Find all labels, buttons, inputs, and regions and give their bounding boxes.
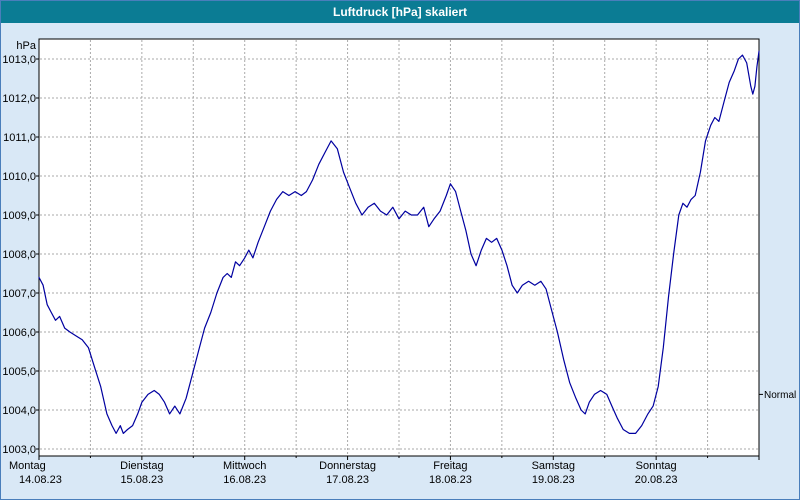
- normal-marker-label: Normal: [764, 390, 796, 401]
- y-tick-label: 1011,0: [3, 132, 36, 144]
- x-axis-day-label: Freitag: [433, 460, 467, 472]
- x-axis-date-label: 17.08.23: [326, 474, 369, 486]
- x-axis-day-label: Sonntag: [636, 460, 677, 472]
- y-tick-label: 1006,0: [2, 327, 36, 339]
- y-tick-label: 1012,0: [2, 93, 36, 105]
- x-axis-date-label: 19.08.23: [532, 474, 575, 486]
- x-axis-day-label: Dienstag: [120, 460, 163, 472]
- x-axis-day-label: Samstag: [532, 460, 575, 472]
- y-tick-label: 1003,0: [2, 444, 36, 456]
- y-tick-label: 1010,0: [2, 171, 36, 183]
- chart-title: Luftdruck [hPa] skaliert: [332, 5, 468, 19]
- x-axis-date-label: 16.08.23: [223, 474, 266, 486]
- title-bar: Luftdruck [hPa] skaliert: [1, 1, 799, 23]
- x-axis-date-label: 18.08.23: [429, 474, 472, 486]
- pressure-chart: 1003,0 1004,0 1005,0 1006,0 1007,0 1008,0 1009…: [2, 38, 796, 486]
- x-axis-day-label: Donnerstag: [319, 460, 376, 472]
- y-tick-label: 1007,0: [2, 288, 36, 300]
- x-axis-date-label: 20.08.23: [635, 474, 678, 486]
- y-tick-label: 1013,0: [2, 54, 36, 66]
- x-axis-day-label: Montag: [9, 460, 46, 472]
- y-tick-label: 1004,0: [2, 405, 36, 417]
- y-tick-label: 1005,0: [2, 366, 36, 378]
- y-tick-label: 1009,0: [2, 210, 36, 222]
- pressure-line: [38, 50, 760, 434]
- unit-label: hPa: [16, 40, 36, 52]
- x-axis-date-label: 14.08.23: [19, 474, 62, 486]
- x-axis-day-label: Mittwoch: [223, 460, 266, 472]
- y-tick-label: 1008,0: [2, 249, 36, 261]
- x-axis-date-label: 15.08.23: [120, 474, 163, 486]
- chart-area: 1003,0 1004,0 1005,0 1006,0 1007,0 1008,0 1009…: [1, 23, 799, 499]
